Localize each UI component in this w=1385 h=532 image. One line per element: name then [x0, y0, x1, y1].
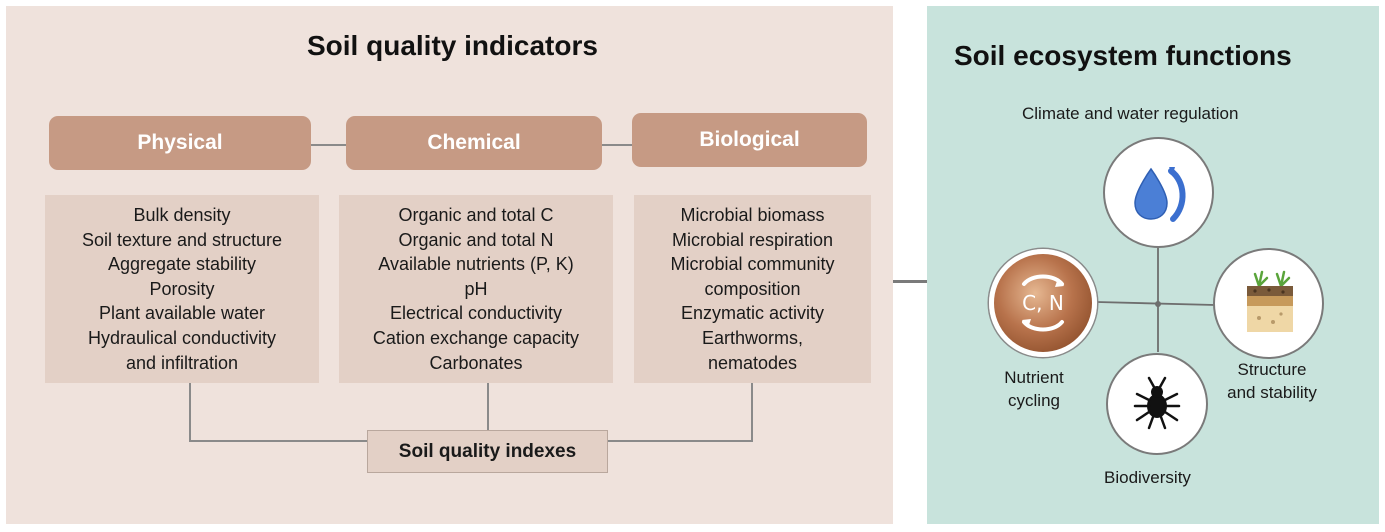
indicator-item: Enzymatic activity	[680, 303, 825, 324]
indicator-item: Hydraulical conductivity	[87, 327, 277, 348]
nutrient-cycling-circle: C, N	[989, 249, 1097, 357]
function-cross-lines	[1096, 245, 1216, 352]
biodiversity-circle	[1106, 353, 1208, 455]
indicator-item: Organic and total N	[398, 229, 554, 250]
structure-label-line: and stability	[1227, 383, 1317, 402]
indicator-item: Soil texture and structure	[81, 229, 283, 250]
soil-quality-indexes-box: Soil quality indexes	[367, 430, 608, 473]
nutrient-cycling-label: Nutrient cycling	[997, 366, 1071, 412]
panel-link-connector	[893, 280, 927, 283]
climate-water-label: Climate and water regulation	[1022, 104, 1239, 123]
indicator-item: Bulk density	[133, 205, 231, 225]
soil-organism-icon	[1133, 376, 1181, 430]
indicator-item: Microbial biomass	[680, 205, 825, 225]
water-drop-icon	[1133, 166, 1185, 222]
bracket-left-line	[189, 383, 367, 442]
biological-indicators-box: Microbial biomass Microbial respiration …	[634, 195, 871, 383]
nutrient-label-line: cycling	[1008, 391, 1060, 410]
structure-label-line: Structure	[1237, 360, 1307, 379]
biodiversity-label: Biodiversity	[1104, 468, 1191, 487]
structure-stability-label: Structure and stability	[1216, 358, 1328, 404]
indicator-item: Electrical conductivity	[389, 303, 563, 324]
physical-indicators-box: Bulk density Soil texture and structure …	[45, 195, 319, 383]
category-chemical: Chemical	[346, 116, 602, 170]
nutrient-label-line: Nutrient	[1004, 368, 1064, 387]
indicator-item: Cation exchange capacity	[372, 327, 580, 348]
chemical-indicators-box: Organic and total C Organic and total N …	[339, 195, 613, 383]
structure-stability-circle	[1213, 248, 1324, 359]
indicator-item: Carbonates	[429, 352, 523, 373]
indicator-item: Microbial respiration	[671, 229, 834, 250]
indicator-item: Aggregate stability	[107, 254, 257, 275]
category-physical: Physical	[49, 116, 311, 170]
cycle-arrows-icon	[1022, 274, 1064, 332]
bracket-right-line	[608, 383, 753, 442]
indicator-item: nematodes	[707, 352, 798, 373]
indicator-item: Available nutrients (P, K)	[378, 254, 574, 275]
functions-title: Soil ecosystem functions	[954, 40, 1292, 71]
connector-physical-chemical	[311, 144, 346, 146]
cross-center-dot	[1155, 301, 1161, 307]
indicator-item: Plant available water	[98, 303, 266, 324]
indicator-item: Earthworms,	[701, 327, 804, 348]
soil-profile-icon	[1246, 270, 1293, 332]
indicator-item: composition	[704, 278, 801, 299]
indicator-item: Microbial community	[670, 254, 835, 275]
connector-chemical-biological	[602, 144, 632, 146]
index-bracket	[189, 383, 753, 442]
indicator-item: pH	[464, 278, 488, 299]
indicator-item: Organic and total C	[398, 205, 554, 225]
category-biological: Biological	[632, 113, 867, 167]
indicators-title: Soil quality indicators	[307, 30, 598, 61]
nutrient-symbol: C, N	[1022, 291, 1064, 315]
indicator-item: and infiltration	[125, 352, 239, 373]
climate-water-circle	[1103, 137, 1214, 248]
indicator-item: Porosity	[149, 278, 215, 299]
